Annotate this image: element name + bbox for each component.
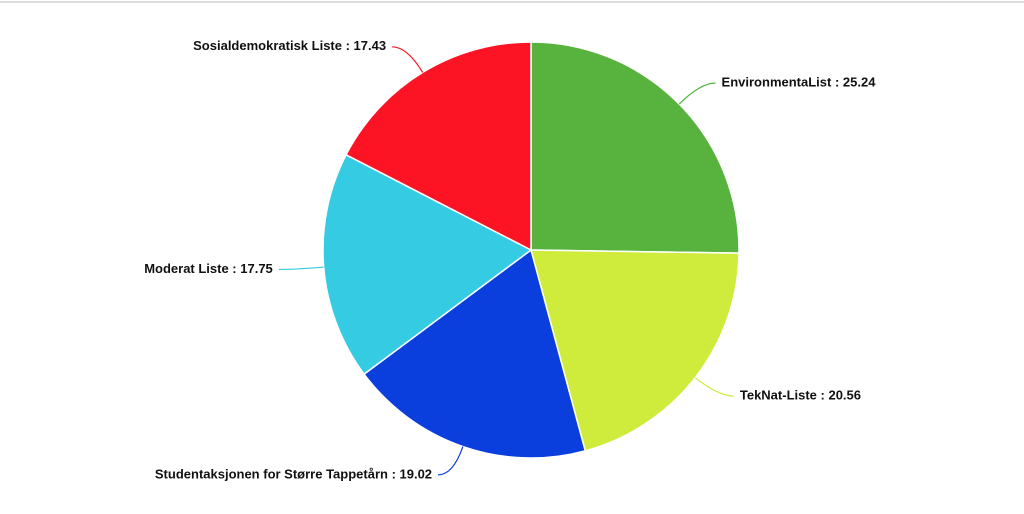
slice-label: Moderat Liste : 17.75 <box>144 261 273 276</box>
pie-slice <box>363 248 587 459</box>
leader-line <box>678 82 716 105</box>
pie-slice <box>530 41 740 254</box>
leader-line <box>694 377 734 397</box>
pie-slice <box>345 41 532 252</box>
leader-line <box>438 446 464 476</box>
leader-line <box>278 266 324 271</box>
slice-label: TekNat-Liste : 20.56 <box>740 388 861 403</box>
slice-label: Sosialdemokratisk Liste : 17.43 <box>193 38 386 53</box>
pie-slice <box>322 153 533 376</box>
slice-label: Studentaksjonen for Større Tappetårn : 1… <box>155 466 432 481</box>
leader-line <box>392 46 424 73</box>
pie-slice <box>530 249 740 452</box>
slice-label: EnvironmentaList : 25.24 <box>722 74 877 89</box>
